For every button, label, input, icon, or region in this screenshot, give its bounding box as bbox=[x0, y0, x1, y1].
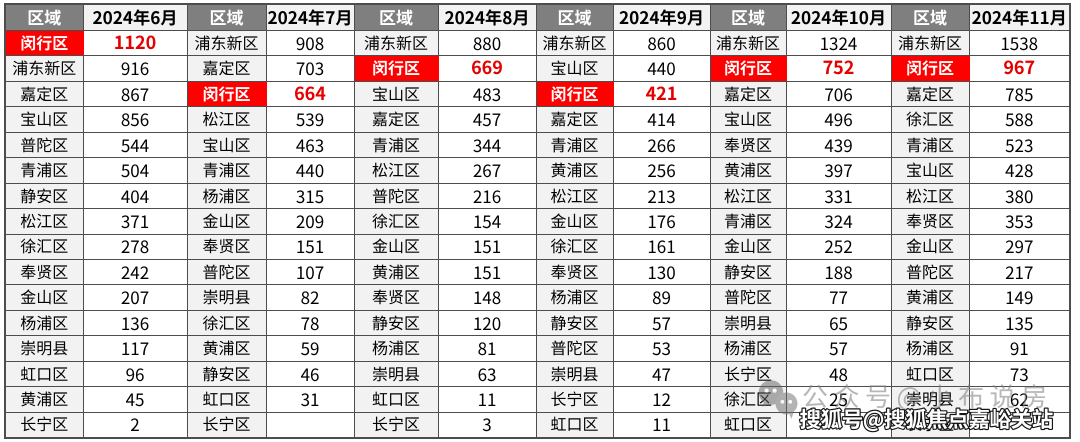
svg-text:搜狐号@搜狐焦点嘉峪关站: 搜狐号@搜狐焦点嘉峪关站 bbox=[800, 403, 1053, 434]
